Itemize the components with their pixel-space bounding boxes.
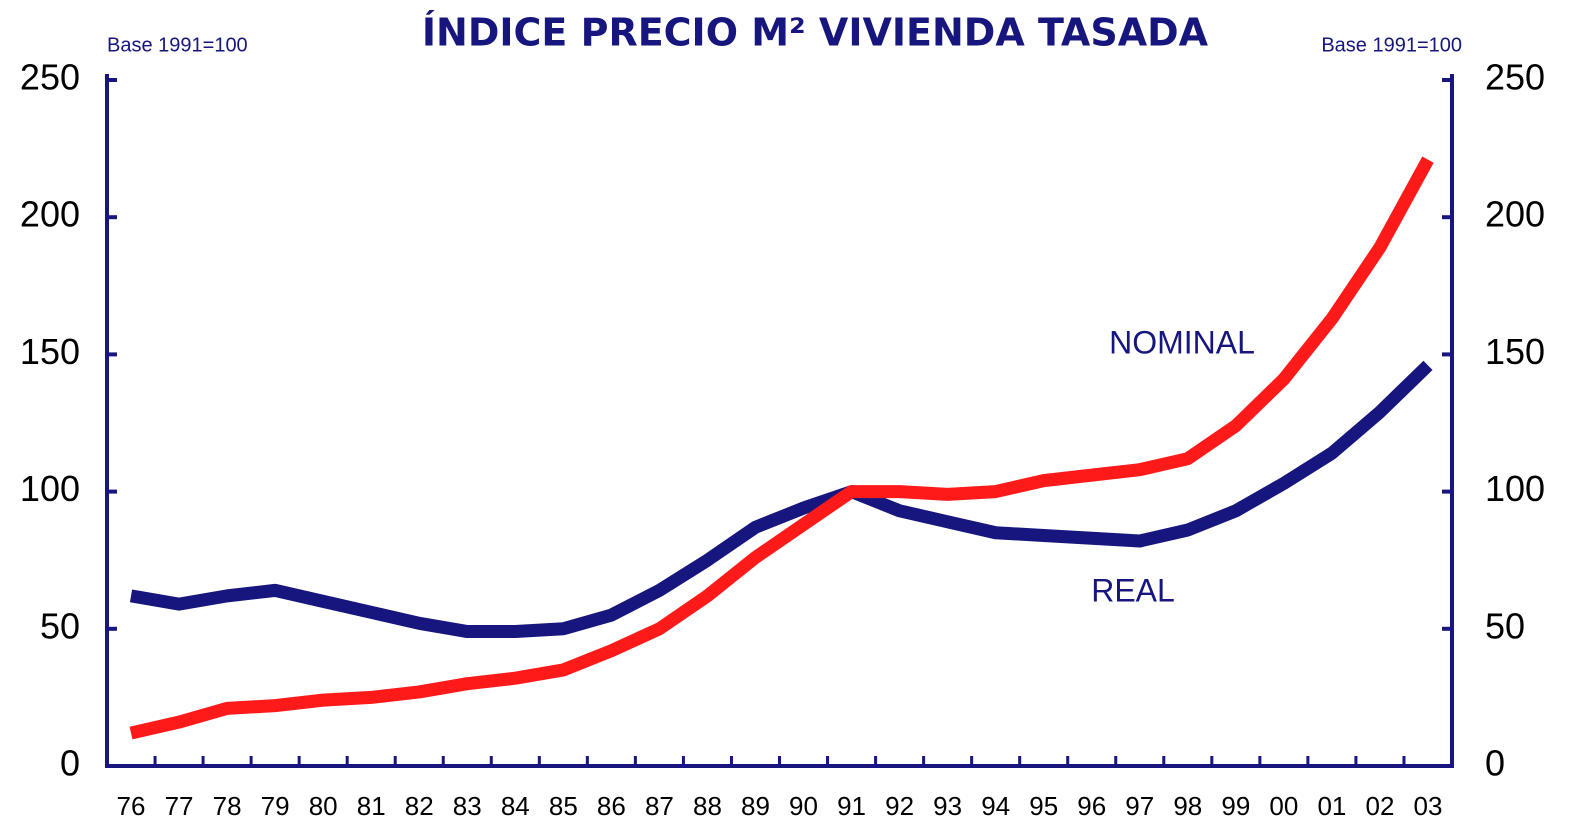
x-tick-label: 03: [1414, 791, 1443, 821]
x-tick-label: 87: [645, 791, 674, 821]
y-tick-label: 250: [20, 57, 80, 98]
x-tick-label: 90: [789, 791, 818, 821]
x-tick-label: 80: [309, 791, 338, 821]
x-tick-label: 96: [1077, 791, 1106, 821]
x-tick-label: 79: [261, 791, 290, 821]
y2-tick-label: 250: [1485, 57, 1545, 98]
x-tick-label: 92: [885, 791, 914, 821]
y2-tick-label: 0: [1485, 743, 1505, 784]
x-tick-label: 77: [165, 791, 194, 821]
x-tick-label: 86: [597, 791, 626, 821]
x-tick-label: 78: [213, 791, 242, 821]
chart-title: ÍNDICE PRECIO M² VIVIENDA TASADA: [422, 11, 1209, 55]
x-tick-label: 99: [1221, 791, 1250, 821]
x-tick-label: 88: [693, 791, 722, 821]
x-tick-label: 94: [981, 791, 1010, 821]
x-tick-label: 89: [741, 791, 770, 821]
y2-tick-label: 150: [1485, 331, 1545, 372]
series-label: REAL: [1091, 572, 1175, 608]
series-line: [131, 365, 1428, 631]
x-tick-label: 93: [933, 791, 962, 821]
y2-tick-label: 50: [1485, 605, 1525, 646]
x-tick-label: 85: [549, 791, 578, 821]
x-tick-label: 98: [1173, 791, 1202, 821]
series-line: [131, 160, 1428, 733]
base-note-right: Base 1991=100: [1321, 34, 1462, 56]
base-note-left: Base 1991=100: [107, 34, 248, 56]
x-tick-label: 83: [453, 791, 482, 821]
y2-tick-label: 200: [1485, 194, 1545, 235]
x-tick-label: 97: [1125, 791, 1154, 821]
x-tick-label: 02: [1365, 791, 1394, 821]
y-tick-label: 100: [20, 468, 80, 509]
x-tick-label: 76: [117, 791, 146, 821]
x-tick-label: 01: [1317, 791, 1346, 821]
chart: ÍNDICE PRECIO M² VIVIENDA TASADA Base 19…: [0, 0, 1579, 833]
x-tick-label: 81: [357, 791, 386, 821]
y-tick-label: 50: [40, 605, 80, 646]
x-tick-label: 95: [1029, 791, 1058, 821]
series-label: NOMINAL: [1109, 324, 1255, 360]
y-tick-label: 150: [20, 331, 80, 372]
x-tick-label: 82: [405, 791, 434, 821]
x-tick-label: 00: [1269, 791, 1298, 821]
y-tick-label: 0: [60, 743, 80, 784]
x-tick-label: 91: [837, 791, 866, 821]
page: ÍNDICE PRECIO M² VIVIENDA TASADA Base 19…: [0, 0, 1579, 838]
x-tick-label: 84: [501, 791, 530, 821]
y-tick-label: 200: [20, 194, 80, 235]
y2-tick-label: 100: [1485, 468, 1545, 509]
